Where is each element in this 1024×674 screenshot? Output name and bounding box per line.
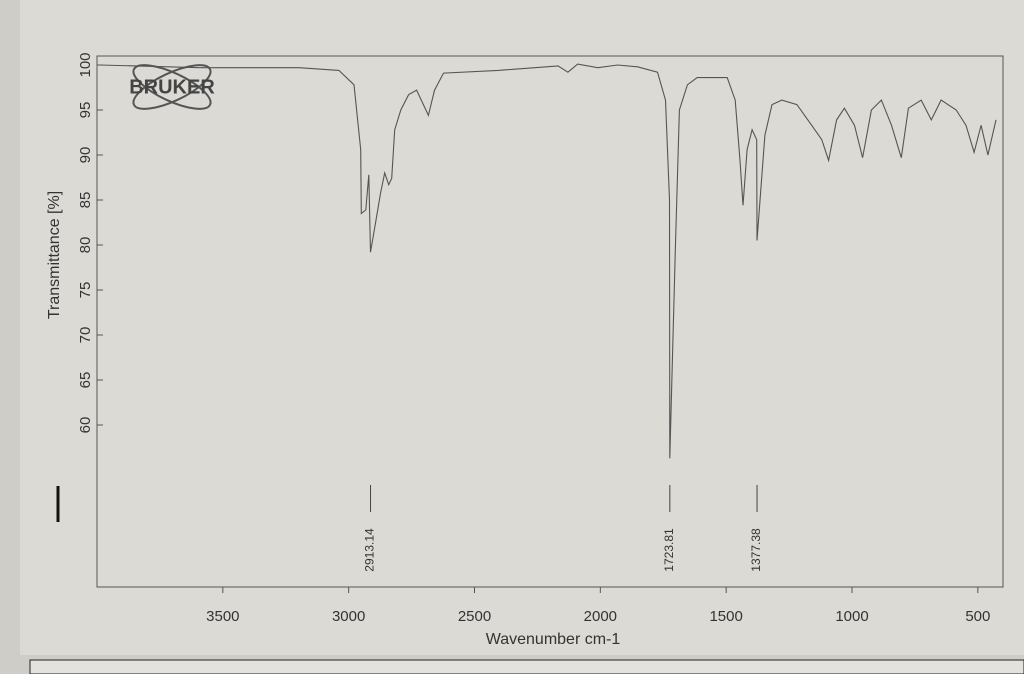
logo-text: BRUKER bbox=[129, 76, 215, 98]
y-tick-label: 70 bbox=[77, 327, 94, 344]
plot-frame bbox=[96, 55, 1004, 588]
y-tick-label: 65 bbox=[77, 372, 94, 389]
paper-edge bbox=[29, 659, 1024, 674]
peak-label: 2913.14 bbox=[363, 528, 377, 572]
x-tick-label: 3000 bbox=[332, 608, 365, 625]
logo-orbit bbox=[132, 64, 212, 110]
x-tick-label: 2500 bbox=[458, 608, 491, 625]
peak-label: 1377.38 bbox=[749, 528, 763, 572]
x-tick-label: 1000 bbox=[835, 608, 868, 625]
y-axis-title: Transmittance [%] bbox=[46, 191, 63, 319]
y-tick-label: 60 bbox=[77, 417, 94, 434]
y-tick-label: 85 bbox=[77, 192, 94, 209]
x-tick-label: 1500 bbox=[709, 608, 742, 625]
peak-label: 1723.81 bbox=[662, 528, 676, 572]
y-tick-label: 80 bbox=[77, 237, 94, 254]
y-tick-label: 95 bbox=[77, 102, 94, 119]
x-tick-label: 2000 bbox=[584, 608, 617, 625]
y-tick-label: 100 bbox=[77, 52, 94, 77]
paper bbox=[20, 0, 1024, 655]
logo-orbit bbox=[132, 64, 212, 110]
spectrum-line bbox=[99, 63, 997, 459]
logo: BRUKER bbox=[129, 64, 215, 110]
y-tick-label: 75 bbox=[77, 282, 94, 299]
x-axis-title: Wavenumber cm-1 bbox=[486, 631, 621, 648]
x-tick-label: 3500 bbox=[206, 608, 239, 625]
x-tick-label: 500 bbox=[965, 608, 990, 625]
y-tick-label: 90 bbox=[77, 147, 94, 164]
